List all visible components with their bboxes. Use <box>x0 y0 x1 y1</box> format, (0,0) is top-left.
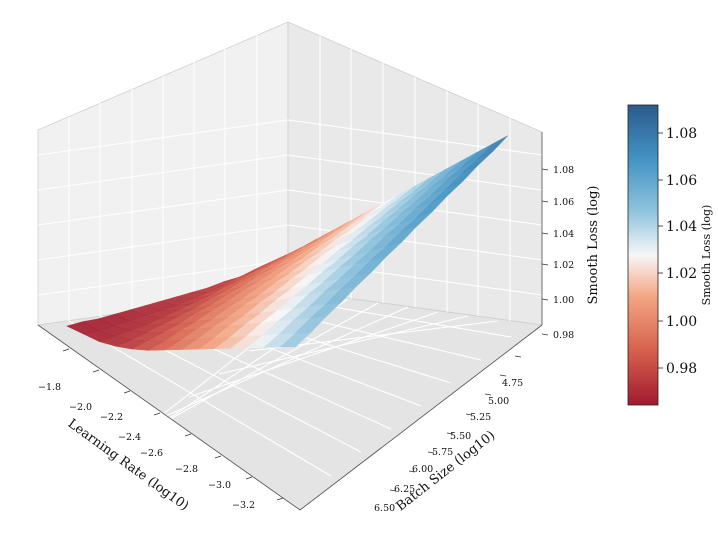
y-tick-label: 6.50 <box>374 503 395 514</box>
y-tick-label: 5.50 <box>450 431 471 442</box>
x-tick-label: −2.2 <box>100 412 123 423</box>
colorbar: 0.98 1.00 1.02 1.04 1.06 1.08 Smooth Los… <box>627 104 713 406</box>
colorbar-tick-label: 1.06 <box>666 173 697 189</box>
z-axis-label: Smooth Loss (log) <box>586 186 601 305</box>
z-tick-label: 1.04 <box>553 229 574 240</box>
y-tick-label: 5.25 <box>470 412 491 423</box>
z-tick-label: 1.08 <box>553 165 574 176</box>
y-tick-label: 6.25 <box>394 484 415 495</box>
y-tick-label: 4.75 <box>502 378 523 389</box>
x-tick-label: −1.8 <box>38 382 61 393</box>
x-tick-label: −3.2 <box>232 500 255 511</box>
x-tick-label: −3.0 <box>208 480 231 491</box>
colorbar-label: Smooth Loss (log) <box>700 205 713 306</box>
z-tick-label: 1.00 <box>553 295 574 306</box>
z-axis: 0.98 1.00 1.02 1.04 1.06 1.08 Smooth Los… <box>541 165 601 341</box>
z-tick-label: 1.06 <box>553 197 574 208</box>
colorbar-gradient <box>627 104 659 406</box>
x-axis-label: Learning Rate (log10) <box>65 416 192 514</box>
z-tick-label: 1.02 <box>553 260 574 271</box>
colorbar-tick-label: 1.02 <box>666 266 697 282</box>
axis-edges <box>37 132 543 511</box>
x-tick-label: −2.4 <box>118 432 141 443</box>
surface <box>66 135 509 351</box>
z-tick-label: 0.98 <box>553 330 574 341</box>
colorbar-tick-label: 1.04 <box>666 219 697 235</box>
y-tick-label: 5.00 <box>488 396 509 407</box>
y-tick-label: 6.00 <box>412 464 433 475</box>
x-tick-label: −2.6 <box>140 448 163 459</box>
colorbar-tick-label: 0.98 <box>666 361 697 377</box>
colorbar-tick-label: 1.00 <box>666 314 697 330</box>
x-tick-label: −2.8 <box>175 464 198 475</box>
colorbar-tick-label: 1.08 <box>666 126 697 142</box>
x-tick-label: −2.0 <box>69 402 92 413</box>
y-tick-label: 5.75 <box>432 447 453 458</box>
surface-face <box>148 340 181 351</box>
